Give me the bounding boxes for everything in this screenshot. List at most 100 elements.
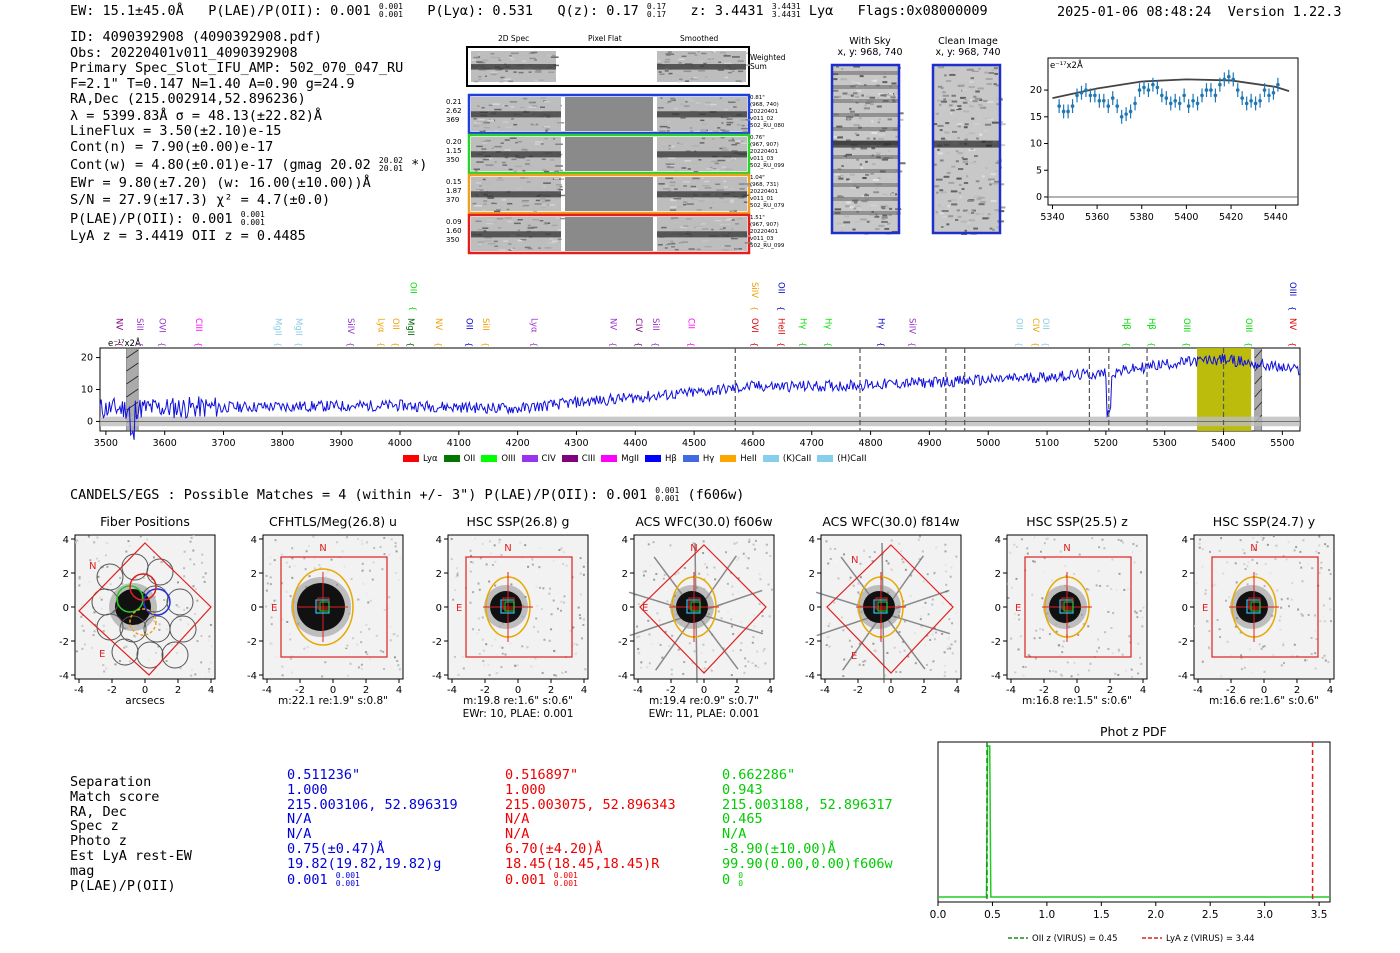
- match-row-label: mag: [70, 862, 95, 879]
- noise-pixel: [1319, 568, 1322, 571]
- noise-pixel: [1301, 614, 1304, 617]
- noise-pixel: [634, 594, 637, 597]
- row-right-value: 502_RU_099: [750, 243, 785, 249]
- noise-pixel: [365, 592, 368, 595]
- noise-pixel: [291, 576, 294, 579]
- noise-pixel: [1280, 664, 1283, 667]
- full-xtick-label: 4600: [741, 438, 765, 449]
- noise-pixel: [1264, 563, 1267, 566]
- full-xtick-label: 3800: [270, 438, 294, 449]
- header-z-line: Lyα: [808, 3, 834, 19]
- noise-pixel: [929, 638, 932, 641]
- noise-pixel: [501, 652, 504, 655]
- noise-pixel: [579, 617, 582, 620]
- noise-pixel: [671, 634, 674, 637]
- noise-pixel: [857, 591, 860, 594]
- noise-pixel: [481, 542, 484, 545]
- footprint: [1211, 556, 1319, 658]
- cutout-xtick-label: -4: [447, 685, 457, 696]
- line-id-brace: {: [776, 342, 785, 347]
- cutout-xtick-label: 2: [1294, 685, 1300, 696]
- noise-pixel: [1240, 656, 1243, 659]
- noise-pixel: [555, 674, 558, 677]
- noise-pixel: [1276, 583, 1279, 586]
- zoom-xtick-label: 5380: [1130, 212, 1154, 223]
- noise-pixel: [954, 670, 957, 673]
- noise-pixel: [346, 674, 349, 677]
- noise-pixel: [1135, 611, 1138, 614]
- zoom-point: [1137, 88, 1142, 92]
- noise-pixel: [1324, 543, 1327, 546]
- noise-pixel: [1091, 537, 1094, 540]
- north-label: N: [89, 561, 96, 572]
- spec-row-right-label: 0.76" (967, 907) 20220401 v011_03 502_RU_099: [750, 135, 784, 170]
- noise-pixel: [717, 610, 720, 613]
- noise-pixel: [102, 624, 105, 627]
- info-ewr: EWr = 9.80(±7.20) (w: 16.00(±10.00))Å: [70, 174, 371, 191]
- line-id-text: MgII: [293, 318, 303, 336]
- cutout-title: ACS WFC(30.0) f606w: [635, 514, 773, 529]
- cutout-ytick-label: -2: [991, 637, 1001, 648]
- noise-pixel: [330, 558, 333, 561]
- noise-pixel: [950, 566, 953, 569]
- cutout-title: HSC SSP(24.7) y: [1212, 514, 1316, 529]
- noise-pixel: [1117, 538, 1120, 541]
- full-xtick-label: 3700: [211, 438, 235, 449]
- cutout-ytick-label: -4: [1178, 671, 1188, 682]
- row-right-value: 20220401: [750, 109, 778, 115]
- noise-pixel: [873, 649, 876, 652]
- noise-pixel: [1194, 624, 1197, 627]
- noise-pixel: [1326, 545, 1329, 548]
- full-xtick-label: 5200: [1094, 438, 1118, 449]
- noise-pixel: [200, 661, 203, 664]
- noise-pixel: [1318, 571, 1321, 574]
- noise-pixel: [710, 644, 713, 647]
- noise-pixel: [1286, 597, 1289, 600]
- noise-pixel: [453, 655, 456, 658]
- line-id-text: NV: [433, 318, 443, 330]
- noise-pixel: [209, 623, 212, 626]
- line-id-text: NV: [114, 318, 124, 330]
- noise-pixel: [176, 615, 179, 618]
- line-id-label: NV{: [608, 318, 618, 347]
- noise-pixel: [829, 547, 832, 550]
- legend-label: (H)CaII: [837, 453, 867, 464]
- line-id-brace: {: [750, 342, 759, 347]
- noise-pixel: [768, 570, 771, 573]
- noise-pixel: [186, 606, 189, 609]
- noise-pixel: [1057, 559, 1060, 562]
- noise-pixel: [888, 544, 891, 547]
- noise-pixel: [1317, 552, 1320, 555]
- full-xtick-label: 5300: [1153, 438, 1177, 449]
- noise-pixel: [389, 625, 392, 628]
- zoom-ylabel: e⁻¹⁷x2Å: [1050, 59, 1083, 71]
- noise-pixel: [1246, 565, 1249, 568]
- line-id-brace: {: [376, 342, 385, 347]
- line-id-brace: {: [391, 342, 400, 347]
- noise-pixel: [1302, 627, 1305, 630]
- noise-pixel: [944, 671, 947, 674]
- legend-item: Hγ: [682, 454, 714, 464]
- line-id-brace: {: [406, 342, 415, 347]
- cutout-xtick-label: 2: [363, 685, 369, 696]
- zoom-point: [1168, 101, 1173, 106]
- match-value: 0.465: [722, 811, 763, 828]
- cutout-ytick-label: -2: [247, 637, 257, 648]
- noise-pixel: [1096, 650, 1099, 653]
- north-label: N: [319, 543, 326, 554]
- noise-pixel: [1195, 616, 1198, 619]
- noise-pixel: [530, 665, 533, 668]
- noise-pixel: [1249, 648, 1252, 651]
- noise-pixel: [1117, 673, 1120, 676]
- noise-pixel: [582, 565, 585, 568]
- noise-pixel: [1024, 666, 1027, 669]
- zoom-point: [1128, 109, 1133, 114]
- noise-pixel: [269, 556, 272, 559]
- noise-pixel: [106, 565, 109, 568]
- noise-pixel: [573, 572, 576, 575]
- line-id-brace: {: [273, 342, 282, 347]
- noise-pixel: [383, 536, 386, 539]
- cutout-xtick-label: -2: [1039, 685, 1049, 696]
- noise-pixel: [1142, 592, 1145, 595]
- noise-pixel: [1058, 644, 1061, 647]
